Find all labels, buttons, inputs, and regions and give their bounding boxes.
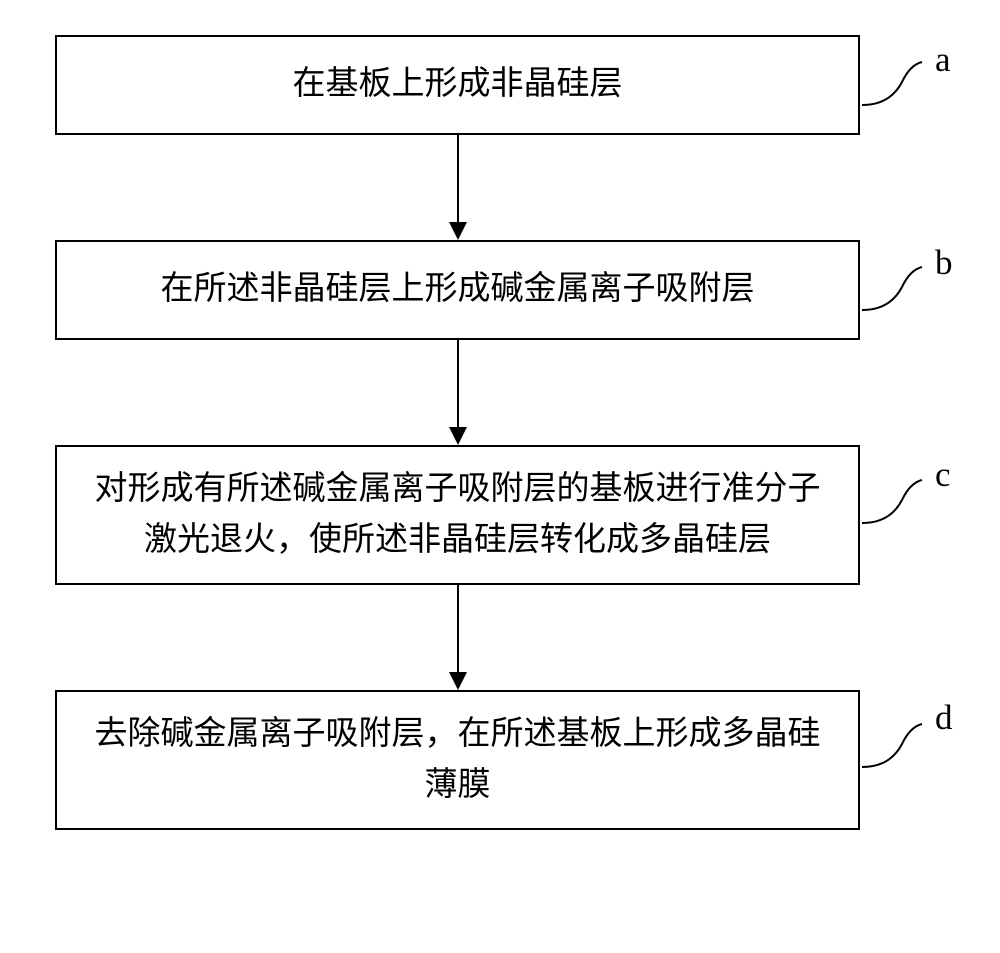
step-label-a: a: [935, 40, 951, 80]
arrow-head: [449, 222, 467, 240]
step-box-a: 在基板上形成非晶硅层: [55, 35, 860, 135]
step-text-c: 对形成有所述碱金属离子吸附层的基板进行准分子激光退火，使所述非晶硅层转化成多晶硅…: [85, 464, 830, 566]
arrow-shaft: [457, 135, 459, 223]
arrow-shaft: [457, 340, 459, 428]
step-box-d: 去除碱金属离子吸附层，在所述基板上形成多晶硅薄膜: [55, 690, 860, 830]
label-curve-b: [860, 265, 930, 320]
arrow-head: [449, 427, 467, 445]
step-box-b: 在所述非晶硅层上形成碱金属离子吸附层: [55, 240, 860, 340]
flowchart-container: 在基板上形成非晶硅层 在所述非晶硅层上形成碱金属离子吸附层 对形成有所述碱金属离…: [55, 35, 875, 830]
step-label-c: c: [935, 455, 951, 495]
arrow-head: [449, 672, 467, 690]
step-text-a: 在基板上形成非晶硅层: [293, 59, 623, 110]
step-text-b: 在所述非晶硅层上形成碱金属离子吸附层: [161, 264, 755, 315]
step-box-c: 对形成有所述碱金属离子吸附层的基板进行准分子激光退火，使所述非晶硅层转化成多晶硅…: [55, 445, 860, 585]
step-text-d: 去除碱金属离子吸附层，在所述基板上形成多晶硅薄膜: [85, 709, 830, 811]
step-label-d: d: [935, 698, 953, 738]
arrow-a-b: [55, 135, 860, 240]
arrow-b-c: [55, 340, 860, 445]
label-curve-a: [860, 60, 930, 115]
arrow-c-d: [55, 585, 860, 690]
label-curve-d: [860, 722, 930, 777]
step-label-b: b: [935, 243, 953, 283]
arrow-shaft: [457, 585, 459, 673]
label-curve-c: [860, 478, 930, 533]
